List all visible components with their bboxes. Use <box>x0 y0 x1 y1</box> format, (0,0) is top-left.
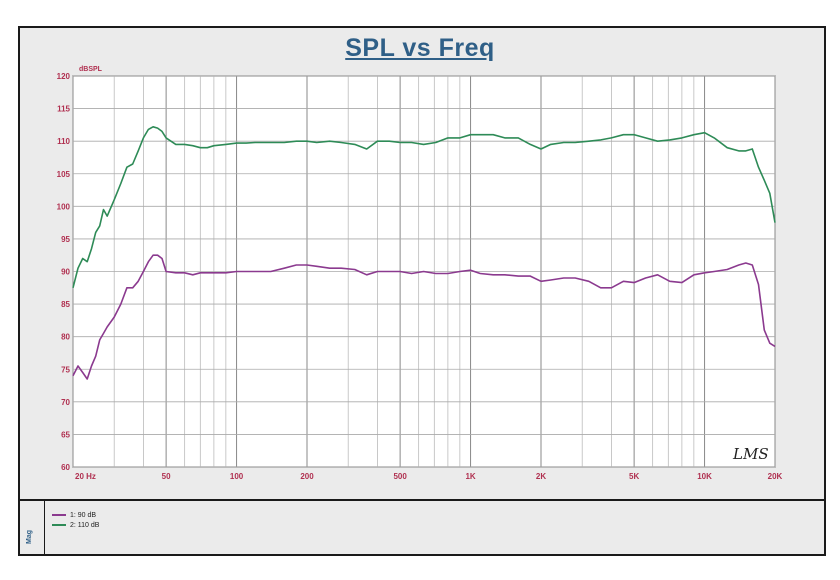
legend-swatch-series2 <box>52 524 66 526</box>
y-tick-label: 70 <box>61 398 70 407</box>
chart-title: SPL vs Freq <box>345 34 495 62</box>
legend-swatch-series1 <box>52 514 66 516</box>
x-tick-label: 200 <box>300 472 314 481</box>
legend-label-series2: 2: 110 dB <box>70 521 100 529</box>
y-tick-label: 90 <box>61 268 70 277</box>
signature-mark: LMS <box>732 445 769 463</box>
series-line-1 <box>72 254 776 380</box>
y-tick-label: 105 <box>57 170 71 179</box>
y-tick-label: 115 <box>57 105 70 114</box>
x-tick-label: 5K <box>629 472 639 481</box>
x-tick-label: 20 Hz <box>75 472 96 481</box>
x-tick-label: 10K <box>697 472 712 481</box>
y-tick-label: 75 <box>61 365 70 374</box>
y-tick-labels: 60 65 70 75 80 85 90 95 100 105 110 115 120 <box>57 72 71 472</box>
x-tick-label: 500 <box>393 472 407 481</box>
series-lines <box>72 126 776 380</box>
y-tick-label: 80 <box>61 333 70 342</box>
y-tick-label: 85 <box>61 300 70 309</box>
y-tick-label: 65 <box>61 430 70 439</box>
legend-item-series1: 1: 90 dB <box>52 510 96 520</box>
x-tick-label: 20K <box>768 472 783 481</box>
y-tick-label: 110 <box>57 137 70 146</box>
y-tick-label: 60 <box>61 463 70 472</box>
y-tick-label: 100 <box>57 202 71 211</box>
y-tick-label: 120 <box>57 72 71 81</box>
series-line-2 <box>72 126 776 288</box>
y-tick-label: 95 <box>61 235 70 244</box>
legend-separator <box>44 501 45 554</box>
legend-label-series1: 1: 90 dB <box>70 511 97 519</box>
legend-divider <box>18 499 826 501</box>
x-tick-label: 1K <box>465 472 475 481</box>
x-tick-label: 100 <box>230 472 244 481</box>
x-tick-labels: 20 Hz 50 100 200 500 1K 2K 5K 10K 20K <box>75 472 783 481</box>
x-tick-label: 2K <box>536 472 546 481</box>
y-unit-label: dBSPL <box>79 66 103 73</box>
legend-item-series2: 2: 110 dB <box>52 520 99 530</box>
legend-header: Mag <box>26 530 33 544</box>
x-tick-label: 50 <box>162 472 171 481</box>
